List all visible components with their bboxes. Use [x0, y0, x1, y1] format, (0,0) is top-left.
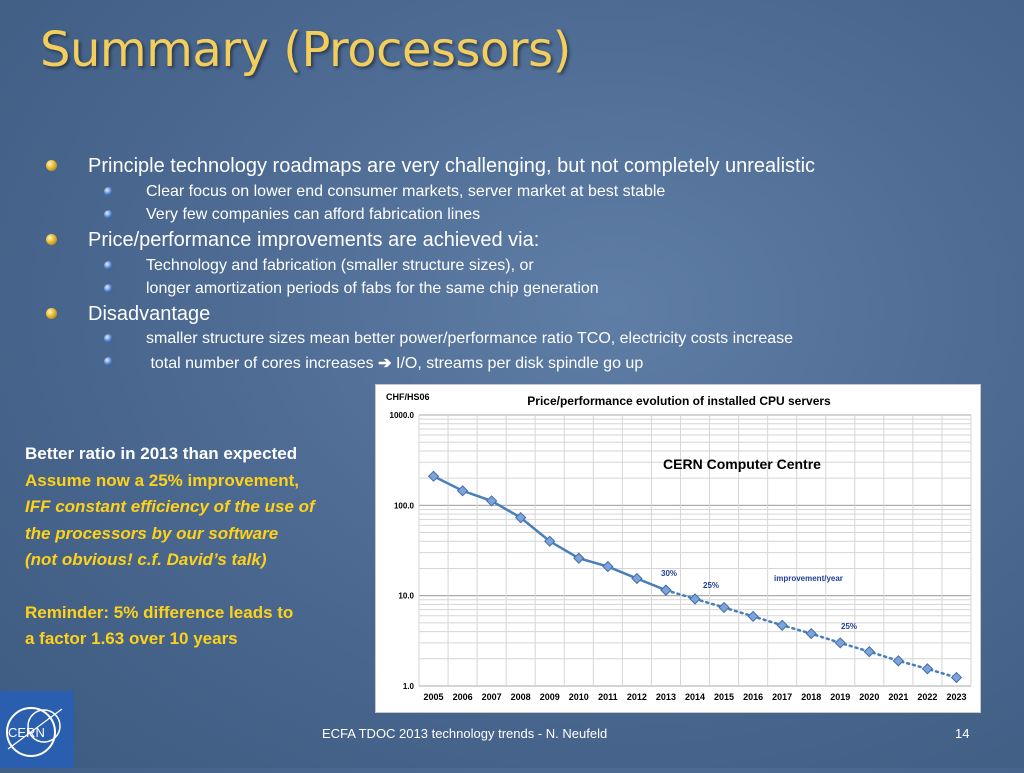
sub-bullet-text: longer amortization periods of fabs for …: [146, 280, 599, 297]
bullet-text: Disadvantage: [88, 303, 211, 325]
note-line: Better ratio in 2013 than expected: [25, 444, 298, 463]
data-point-marker: [602, 560, 614, 573]
bullet-item: Principle technology roadmaps are very c…: [46, 155, 816, 178]
data-point-marker: [805, 627, 817, 640]
note-line: (not obvious! c.f. David’s talk): [25, 550, 267, 569]
chart-title: Price/performance evolution of installed…: [527, 394, 831, 408]
chart-subtitle: CERN Computer Centre: [663, 456, 821, 472]
data-point-marker: [834, 637, 846, 649]
x-tick-label: 2023: [946, 692, 966, 702]
data-point-marker: [544, 535, 556, 547]
data-point-marker: [515, 512, 527, 524]
annotation-label: 30%: [661, 569, 677, 578]
y-tick-label: 10.0: [398, 592, 414, 601]
x-tick-label: 2021: [888, 692, 908, 702]
x-tick-label: 2011: [598, 692, 618, 702]
data-point-marker: [573, 552, 585, 564]
x-tick-label: 2009: [540, 692, 560, 702]
sub-bullet-text: smaller structure sizes mean better powe…: [146, 330, 794, 347]
sub-bullet-text: total number of cores increases: [146, 355, 374, 372]
side-notes: Better ratio in 2013 than expected Assum…: [25, 441, 315, 653]
note-line: Assume now a 25% improvement,: [25, 470, 299, 490]
data-point-marker: [427, 470, 440, 482]
annotation-label: 25%: [841, 622, 857, 631]
slide-title: Summary (Processors): [40, 22, 571, 78]
x-tick-label: 2014: [685, 692, 705, 702]
sub-bullet-text: Clear focus on lower end consumer market…: [146, 183, 666, 200]
x-tick-label: 2017: [772, 692, 792, 702]
bullet-dot-icon: [46, 308, 57, 319]
sub-bullet-item: longer amortization periods of fabs for …: [104, 280, 599, 298]
sub-bullet-text: Very few companies can afford fabricatio…: [146, 206, 481, 223]
sub-bullet-item: Very few companies can afford fabricatio…: [104, 206, 481, 224]
cern-logo-icon: CERN: [6, 707, 63, 757]
x-tick-label: 2005: [424, 692, 444, 702]
bullet-item: Price/performance improvements are achie…: [46, 229, 540, 252]
x-tick-label: 2018: [801, 692, 821, 702]
sub-bullet-text: I/O, streams per disk spindle go up: [395, 355, 644, 372]
data-point-marker: [747, 610, 759, 623]
sub-bullet-dot-icon: [104, 334, 113, 343]
x-tick-label: 2007: [482, 692, 502, 702]
chart-panel: 1000.0 100.0 10.0 1.0 2005 2006 2007 2008 2009 20…: [375, 384, 981, 713]
data-point-marker: [892, 655, 905, 667]
x-tick-label: 2013: [656, 692, 676, 702]
bullet-dot-icon: [46, 160, 57, 171]
measured-line: [432, 475, 667, 592]
cern-logo-text: CERN: [8, 725, 45, 740]
y-tick-label: 1.0: [403, 682, 415, 691]
data-point-marker: [950, 671, 963, 684]
x-tick-label: 2015: [714, 692, 734, 702]
note-line: a factor 1.63 over 10 years: [25, 629, 238, 648]
x-tick-label: 2006: [453, 692, 473, 702]
bullet-dot-icon: [46, 234, 57, 245]
y-tick-label: 100.0: [394, 501, 415, 510]
sub-bullet-item: total number of cores increases ➔ I/O, s…: [104, 353, 644, 373]
x-tick-label: 2019: [830, 692, 850, 702]
x-tick-label: 2022: [917, 692, 937, 702]
y-axis-label: CHF/HS06: [386, 392, 430, 402]
x-tick-label: 2010: [569, 692, 589, 702]
sub-bullet-dot-icon: [104, 284, 113, 293]
data-point-marker: [921, 663, 934, 675]
sub-bullet-text: Technology and fabrication (smaller stru…: [146, 257, 534, 274]
chart-svg: 1000.0 100.0 10.0 1.0 2005 2006 2007 2008 2009 20…: [386, 392, 972, 702]
data-point-marker: [776, 619, 788, 631]
sub-bullet-item: smaller structure sizes mean better powe…: [104, 330, 794, 348]
page-number: 14: [955, 726, 970, 741]
annotation-label: improvement/year: [774, 574, 843, 583]
data-point-marker: [689, 593, 701, 605]
note-line: IFF constant efficiency of the use of: [25, 497, 315, 516]
sub-bullet-dot-icon: [104, 187, 113, 196]
data-point-marker: [863, 645, 875, 658]
sub-bullet-dot-icon: [104, 357, 113, 366]
x-tick-label: 2012: [627, 692, 647, 702]
bullet-text: Principle technology roadmaps are very c…: [88, 155, 816, 177]
bullet-item: Disadvantage: [46, 303, 211, 326]
data-point-marker: [631, 572, 643, 585]
annotation-label: 25%: [703, 581, 719, 590]
data-point-marker: [485, 495, 498, 507]
data-point-marker: [718, 601, 730, 614]
cern-logo: CERN: [0, 691, 74, 768]
data-point-marker: [660, 584, 672, 596]
x-tick-label: 2008: [511, 692, 531, 702]
sub-bullet-item: Clear focus on lower end consumer market…: [104, 183, 666, 201]
bullet-text: Price/performance improvements are achie…: [88, 229, 540, 251]
y-tick-label: 1000.0: [390, 411, 415, 420]
x-tick-label: 2020: [859, 692, 879, 702]
footer-text: ECFA TDOC 2013 technology trends - N. Ne…: [322, 726, 608, 741]
sub-bullet-dot-icon: [104, 210, 113, 219]
x-tick-label: 2016: [743, 692, 763, 702]
sub-bullet-dot-icon: [104, 261, 113, 270]
arrow-right-icon: ➔: [378, 355, 392, 372]
sub-bullet-item: Technology and fabrication (smaller stru…: [104, 257, 534, 275]
note-line: Reminder: 5% difference leads to: [25, 602, 294, 622]
data-point-marker: [456, 485, 469, 497]
note-line: the processors by our software: [25, 523, 279, 543]
